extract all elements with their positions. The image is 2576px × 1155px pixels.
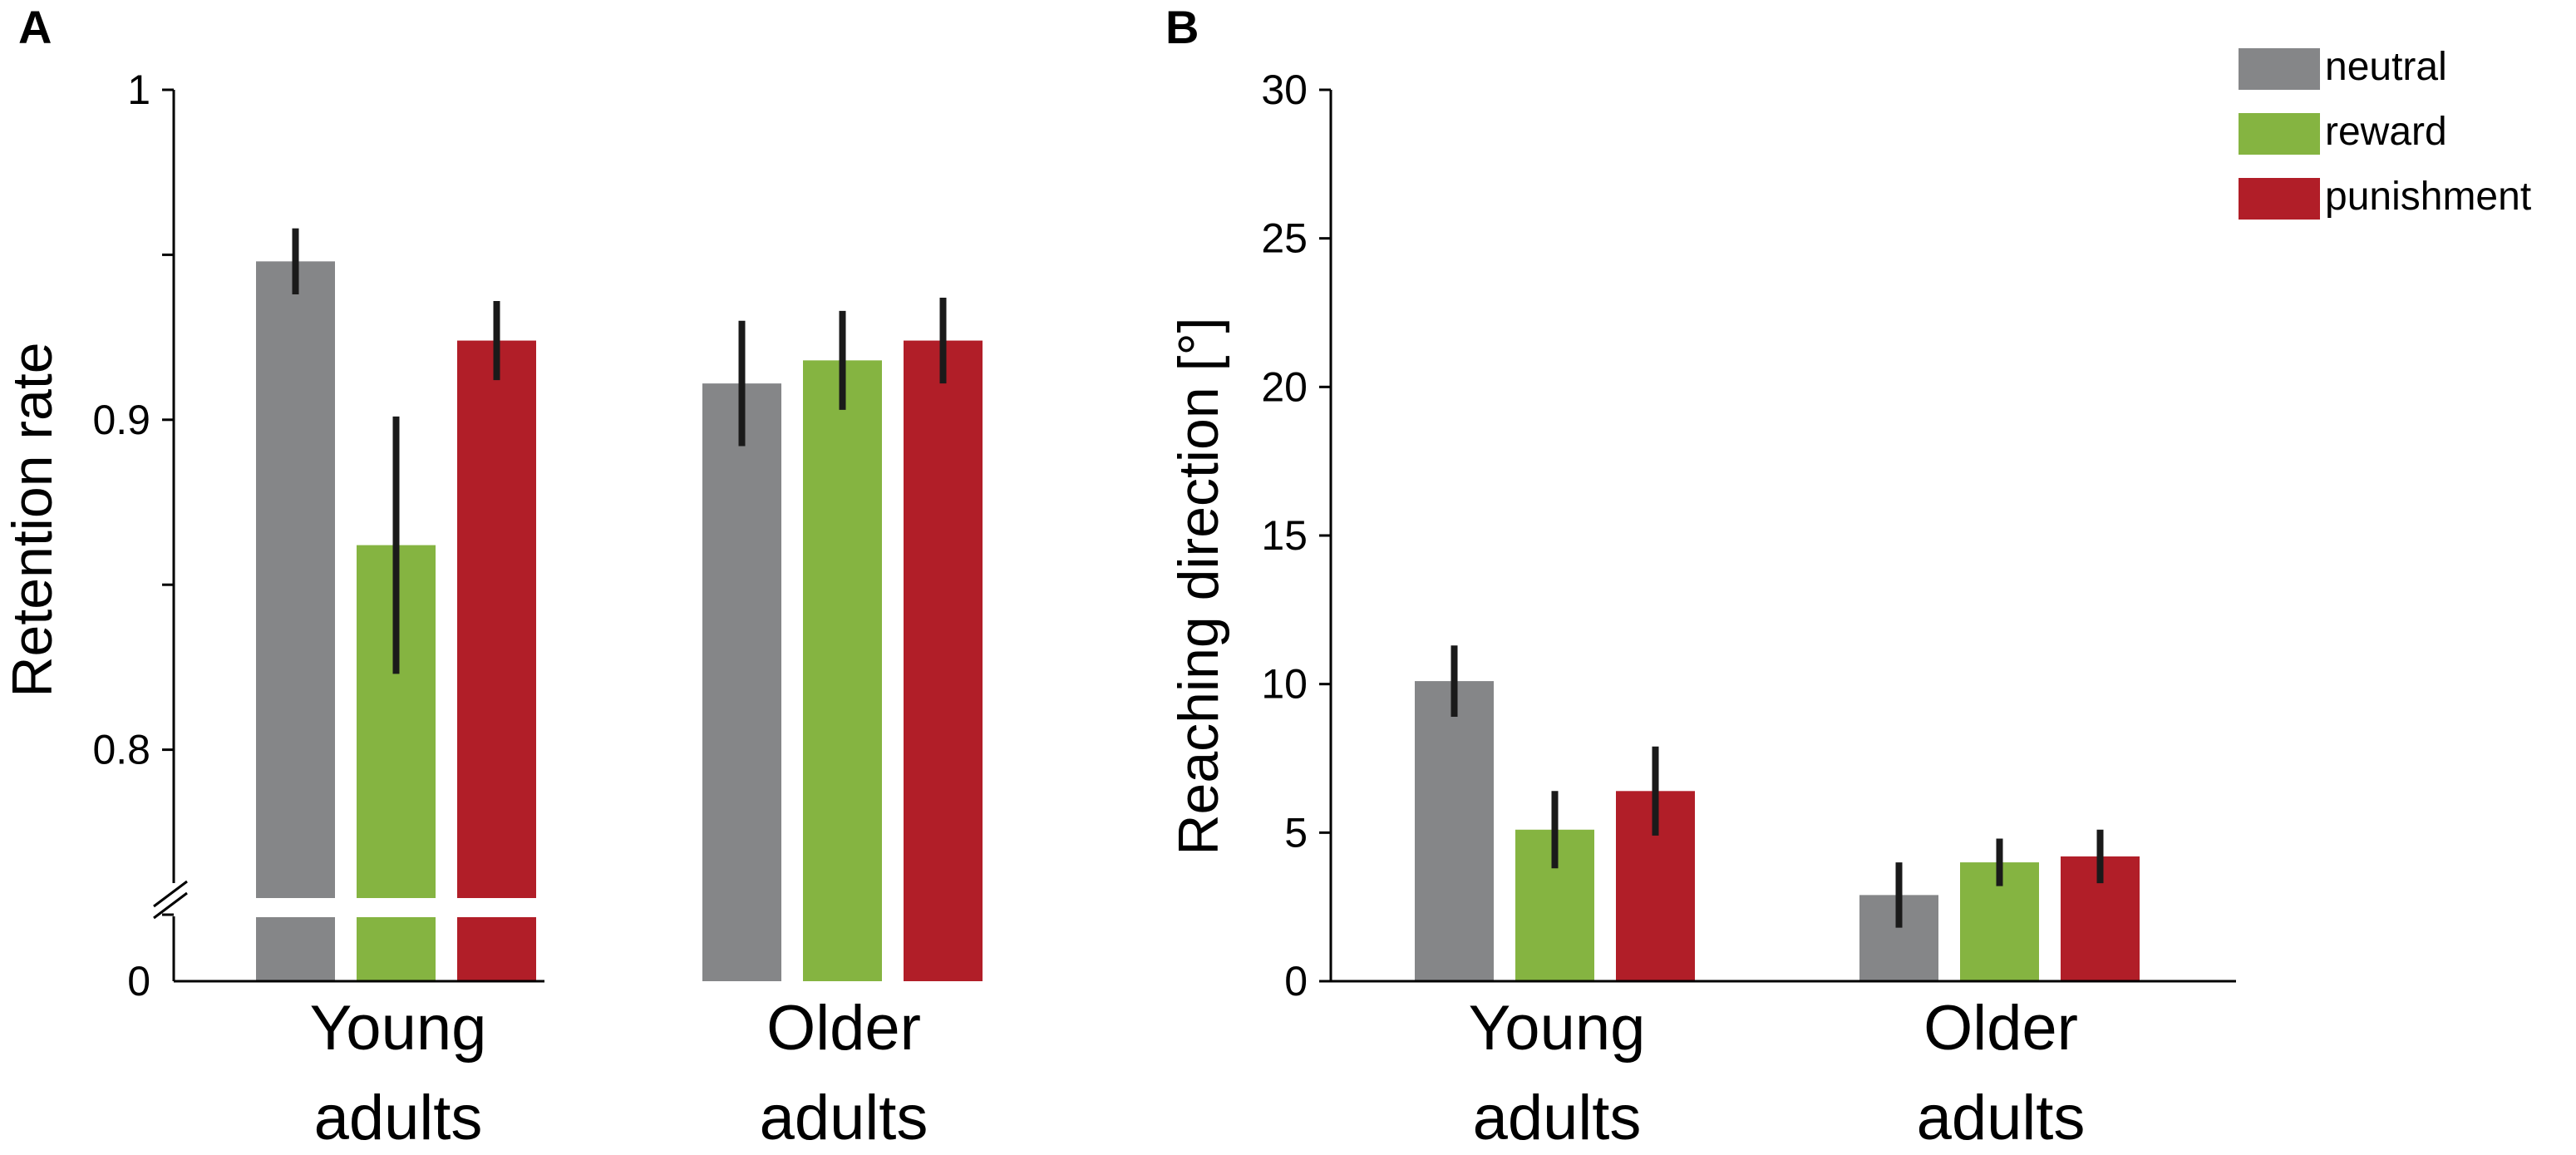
- y-tick-label: 10: [1261, 661, 1308, 708]
- legend-swatch-reward: [2239, 113, 2320, 155]
- legend-label-reward: reward: [2325, 110, 2447, 154]
- x-category-label: adults: [760, 1083, 928, 1153]
- y-tick-label: 5: [1284, 809, 1308, 856]
- x-category-label: Young: [310, 993, 487, 1064]
- axis-break-mark: [153, 891, 188, 920]
- y-tick-label: 0: [127, 958, 150, 1004]
- y-tick-label: 0.8: [92, 727, 150, 773]
- x-category-label: adults: [1473, 1083, 1642, 1153]
- axis-break-gap: [175, 898, 546, 917]
- bar-reward-older: [803, 360, 882, 982]
- panel-b-chart: B Reaching direction [°] 0 5 10 15 20 25 30 Young…: [1165, 1, 2236, 1153]
- axis-break-mark: [153, 880, 188, 908]
- y-tick-label: 30: [1261, 67, 1308, 113]
- legend-label-punishment: punishment: [2325, 175, 2531, 219]
- legend-swatch-punishment: [2239, 178, 2320, 220]
- y-axis-title: Reaching direction [°]: [1167, 317, 1230, 855]
- panel-label-a: A: [18, 1, 52, 53]
- y-axis-title: Retention rate: [1, 342, 64, 697]
- y-tick-label: 20: [1261, 363, 1308, 410]
- x-category-label: adults: [314, 1083, 483, 1153]
- x-category-label: adults: [1917, 1083, 2086, 1153]
- panel-label-b: B: [1165, 1, 1199, 53]
- bar-neutral-young: [256, 261, 335, 981]
- panel-a-chart: A Retention rate 0 0.8 0.9 1 Young adults Older a…: [1, 1, 983, 1153]
- y-tick-label: 15: [1261, 512, 1308, 559]
- x-category-label: Young: [1469, 993, 1646, 1064]
- legend-label-neutral: neutral: [2325, 45, 2447, 89]
- x-category-label: Older: [766, 993, 921, 1064]
- bar-neutral-young: [1415, 681, 1494, 981]
- y-tick-label: 1: [127, 67, 150, 113]
- y-tick-label: 25: [1261, 215, 1308, 262]
- bar-punishment-young: [457, 340, 536, 981]
- legend: neutral reward punishment: [2239, 45, 2531, 220]
- bar-neutral-older: [702, 383, 781, 982]
- bar-punishment-older: [904, 340, 983, 981]
- legend-swatch-neutral: [2239, 48, 2320, 90]
- y-tick-label: 0.9: [92, 397, 150, 443]
- x-category-label: Older: [1923, 993, 2078, 1064]
- y-tick-label: 0: [1284, 958, 1308, 1004]
